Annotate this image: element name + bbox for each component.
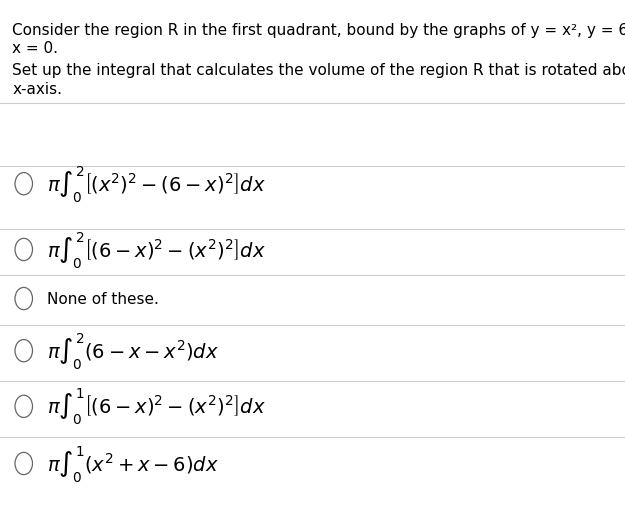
Text: None of these.: None of these. [47, 291, 159, 307]
Text: x = 0.: x = 0. [12, 41, 59, 57]
Text: $\pi \int_0^{1} \left(x^2 + x - 6\right) dx$: $\pi \int_0^{1} \left(x^2 + x - 6\right)… [47, 443, 219, 484]
Text: $\pi \int_0^{2} \left[(6-x)^2 - (x^2)^2\right] dx$: $\pi \int_0^{2} \left[(6-x)^2 - (x^2)^2\… [47, 230, 266, 270]
Text: x-axis.: x-axis. [12, 82, 62, 97]
Text: $\pi \int_0^{2} \left[(x^2)^2 - (6-x)^2\right] dx$: $\pi \int_0^{2} \left[(x^2)^2 - (6-x)^2\… [47, 164, 266, 205]
Text: Set up the integral that calculates the volume of the region R that is rotated a: Set up the integral that calculates the … [12, 63, 625, 78]
Text: Consider the region R in the first quadrant, bound by the graphs of y = x², y = : Consider the region R in the first quadr… [12, 23, 625, 38]
Text: $\pi \int_0^{2} \left(6 - x - x^2\right) dx$: $\pi \int_0^{2} \left(6 - x - x^2\right)… [47, 331, 219, 371]
Text: $\pi \int_0^{1} \left[(6-x)^2 - (x^2)^2\right] dx$: $\pi \int_0^{1} \left[(6-x)^2 - (x^2)^2\… [47, 386, 266, 427]
